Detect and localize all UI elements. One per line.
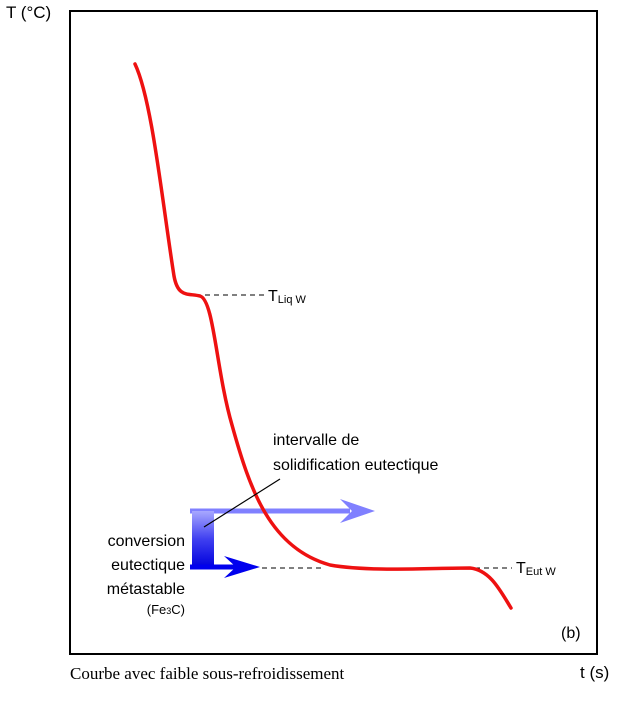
conversion-label-line4: (Fe3C) <box>147 602 185 617</box>
light-blue-arrow <box>190 499 375 523</box>
liquidus-label: TLiq W <box>268 288 307 306</box>
cooling-curve <box>133 62 513 610</box>
conversion-label-line3: métastable <box>107 581 185 598</box>
conversion-label-line1: conversion <box>108 533 185 550</box>
dark-blue-arrow <box>190 556 260 578</box>
interval-label-line2: solidification eutectique <box>273 457 439 474</box>
conversion-label-line2: eutectique <box>111 557 185 574</box>
eutectic-label: TEut W <box>516 560 556 578</box>
x-axis-label: t (s) <box>580 663 609 682</box>
interval-callout-line <box>203 478 281 528</box>
panel-label: (b) <box>561 625 581 642</box>
y-axis-label: T (°C) <box>6 3 51 22</box>
figure-caption: Courbe avec faible sous-refroidissement <box>70 664 345 683</box>
plot-frame <box>69 10 598 655</box>
conversion-bar <box>192 511 214 567</box>
interval-label-line1: intervalle de <box>273 432 359 449</box>
